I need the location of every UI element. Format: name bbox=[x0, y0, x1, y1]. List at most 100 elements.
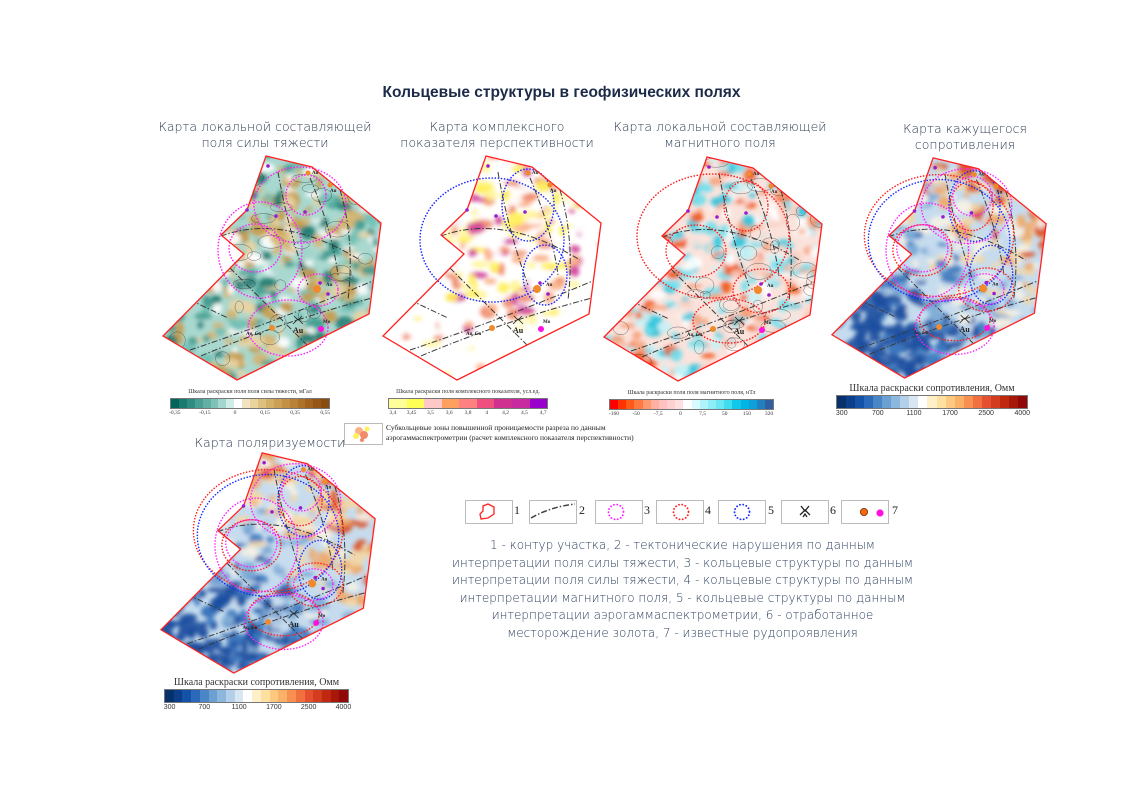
ring-structure bbox=[247, 591, 320, 637]
occurrence-label: Au bbox=[293, 326, 304, 335]
point-marker bbox=[321, 586, 325, 591]
ring-structure bbox=[665, 224, 727, 278]
colorbar-tick-label: 0 bbox=[679, 411, 682, 417]
ore-occurrence-marker bbox=[269, 325, 275, 331]
colorbar-tick-label: 2500 bbox=[978, 410, 994, 417]
point-marker bbox=[523, 210, 527, 214]
occurrence-label: Au bbox=[532, 171, 539, 176]
fault-line bbox=[419, 227, 581, 261]
colorbar-swatch bbox=[287, 690, 296, 702]
ring-structure bbox=[285, 174, 327, 216]
occurrence-label: Mo bbox=[989, 319, 997, 324]
gold-mine-icon bbox=[292, 315, 304, 325]
colorbar-tick-label: 700 bbox=[198, 704, 211, 711]
fault-line bbox=[670, 268, 752, 350]
occurrence-label: Au, Cu bbox=[466, 332, 482, 337]
colorbar-tick-label: 4000 bbox=[1014, 410, 1031, 417]
colorbar-swatch bbox=[226, 690, 235, 702]
colorbar-swatch bbox=[891, 396, 901, 408]
occurrence-label: Au bbox=[550, 189, 557, 194]
mo-occurrence-marker bbox=[318, 326, 324, 332]
fault-line bbox=[630, 280, 817, 352]
colorbar-swatch bbox=[297, 399, 306, 408]
occurrence-label: Mo bbox=[318, 614, 326, 619]
occurrence-label: Au bbox=[978, 173, 985, 178]
colorbar-swatch bbox=[1008, 396, 1018, 408]
colorbar-swatch bbox=[218, 399, 227, 408]
colorbar-magnetic: Шкала раскраски поля поля магнитного пол… bbox=[609, 390, 774, 418]
legend-box-5 bbox=[718, 500, 766, 524]
colorbar-title: Шкала раскраски поля комплексного показа… bbox=[396, 389, 540, 395]
colorbar-swatch bbox=[305, 399, 314, 408]
description-line: интерпретации поля силы тяжести, 3 - кол… bbox=[451, 555, 914, 570]
field-raster bbox=[163, 156, 381, 380]
colorbar-swatches bbox=[164, 689, 349, 703]
point-marker bbox=[759, 282, 763, 286]
point-marker bbox=[303, 210, 307, 214]
colorbar-tick-label: 320 bbox=[764, 411, 774, 417]
ring-structure bbox=[863, 173, 1015, 298]
colorbar-tick-label: -160 bbox=[608, 411, 619, 417]
colorbar-swatch bbox=[732, 400, 741, 409]
ring-structure bbox=[918, 296, 991, 342]
colorbar-swatch bbox=[936, 396, 946, 408]
colorbar-tick-label: 1100 bbox=[231, 704, 247, 711]
colorbar-tick-label: 50 bbox=[721, 411, 728, 417]
ring-structure bbox=[192, 468, 344, 593]
area-contour bbox=[381, 155, 602, 381]
fault-line bbox=[277, 171, 309, 286]
ore-occurrence-marker bbox=[710, 326, 716, 332]
ore-occurrence-marker bbox=[322, 478, 328, 484]
map-title-resistivity: Карта кажущегося сопротивления bbox=[850, 121, 1080, 153]
ore-occurrence-marker bbox=[265, 618, 271, 625]
colorbar-swatch bbox=[186, 399, 195, 408]
colorbar-swatch bbox=[321, 690, 331, 702]
title-line: сопротивления bbox=[914, 137, 1016, 152]
gold-mine-icon bbox=[288, 609, 299, 619]
point-marker bbox=[933, 165, 937, 170]
colorbar-swatch bbox=[882, 396, 892, 408]
magenta-ring-icon bbox=[607, 503, 625, 521]
fault-line bbox=[497, 171, 529, 286]
colorbar-swatch bbox=[194, 399, 203, 408]
title-line: Карта локальной составляющей bbox=[613, 119, 827, 134]
title-line: Карта поляризуемости bbox=[194, 435, 346, 450]
colorbar-tick-label: 4,2 bbox=[502, 410, 510, 416]
fault-lines bbox=[399, 171, 596, 366]
point-marker bbox=[270, 510, 274, 514]
mo-occurrence-marker bbox=[759, 327, 765, 333]
ring-structure bbox=[522, 244, 568, 306]
colorbar-swatch bbox=[476, 399, 495, 408]
point-marker bbox=[686, 209, 690, 213]
point-marker bbox=[486, 164, 490, 168]
ring-structure bbox=[292, 568, 334, 602]
ring-structure bbox=[225, 518, 278, 568]
ring-structure bbox=[892, 223, 953, 277]
point-marker bbox=[707, 165, 711, 169]
ring-structure bbox=[914, 298, 995, 356]
colorbar-swatch bbox=[260, 690, 270, 702]
colorbar-swatch bbox=[699, 400, 708, 409]
occurrence-label: Au bbox=[734, 327, 745, 336]
ring-structure bbox=[249, 462, 342, 540]
ore-occurrence-marker bbox=[313, 285, 321, 293]
point-marker bbox=[984, 280, 988, 285]
colorbar-swatch bbox=[278, 690, 288, 702]
map-polarization: Au Au Au Au Au, Cu Mo bbox=[159, 452, 376, 674]
colorbar-swatch bbox=[265, 399, 274, 408]
colorbar-swatch bbox=[234, 399, 243, 408]
ring-structure bbox=[692, 298, 766, 344]
colorbar-tick-label: 0 bbox=[233, 410, 237, 416]
colorbar-swatch bbox=[990, 396, 1000, 408]
point-marker bbox=[465, 208, 469, 212]
fault-line bbox=[858, 298, 897, 318]
map-resistivity: Au Au Au Au Au, Cu Mo bbox=[830, 157, 1047, 379]
description-line: интерпретации магнитного поля, 5 - кольц… bbox=[459, 590, 906, 605]
ring-structure bbox=[278, 475, 323, 527]
colorbar-swatch bbox=[626, 400, 635, 409]
fault-line bbox=[718, 172, 750, 287]
colorbar-swatch bbox=[339, 690, 349, 702]
map-title-gravity: Карта локальной составляющей поля силы тя… bbox=[150, 119, 380, 151]
colorbar-swatch bbox=[918, 396, 928, 408]
subring-zone-swatch bbox=[344, 423, 383, 445]
